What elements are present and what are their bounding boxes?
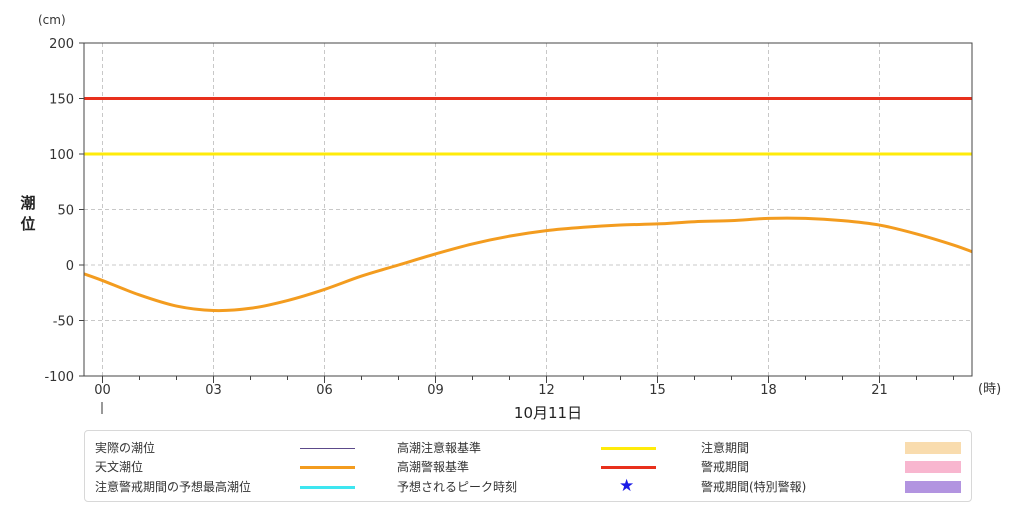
legend-line-swatch bbox=[601, 466, 656, 469]
y-tick-label: 100 bbox=[49, 148, 74, 163]
y-tick-label: -50 bbox=[53, 315, 74, 330]
legend: 実際の潮位天文潮位注意警戒期間の予想最高潮位 高潮注意報基準 高潮警報基準予想される… bbox=[84, 430, 972, 502]
legend-label: 警戒期間(特別警報) bbox=[701, 480, 807, 494]
y-tick-label: 200 bbox=[49, 37, 74, 52]
tide-chart: 200 150 100 50 0 -50 -100 00 03 06 09 12 15 18 21 (cm)… bbox=[20, 13, 1001, 422]
legend-line-swatch bbox=[601, 447, 656, 450]
legend-box-swatch bbox=[905, 442, 961, 454]
legend-line-swatch bbox=[300, 448, 355, 449]
legend-label: 注意期間 bbox=[701, 441, 750, 455]
y-tick-label: 0 bbox=[66, 259, 74, 274]
legend-line-swatch bbox=[300, 486, 355, 489]
x-tick-label: 15 bbox=[649, 383, 666, 398]
y-tick-label: -100 bbox=[44, 370, 74, 385]
y-axis-label-char-2: 位 bbox=[20, 215, 35, 233]
x-tick-label: 06 bbox=[316, 383, 333, 398]
star-icon: ★ bbox=[619, 476, 635, 496]
legend-label: 予想されるピーク時刻 bbox=[397, 480, 518, 494]
series-layer bbox=[83, 216, 973, 313]
x-tick-label: 12 bbox=[538, 383, 555, 398]
legend-label: 高潮注意報基準 bbox=[397, 441, 482, 455]
x-tick-label: 00 bbox=[94, 383, 111, 398]
legend-line-swatch bbox=[300, 466, 355, 469]
y-axis-label-char-1: 潮 bbox=[20, 194, 35, 212]
legend-label: 警戒期間 bbox=[701, 460, 750, 474]
legend-box-swatch bbox=[905, 481, 961, 493]
legend-label: 天文潮位 bbox=[95, 460, 144, 474]
grid-lines bbox=[84, 43, 972, 376]
y-unit-label: (cm) bbox=[38, 13, 66, 27]
y-tick-label: 50 bbox=[57, 204, 74, 219]
date-label: 10月11日 bbox=[514, 404, 582, 422]
axes: 200 150 100 50 0 -50 -100 00 03 06 09 12 15 18 21 bbox=[44, 37, 954, 398]
series-line bbox=[83, 216, 973, 313]
legend-label: 注意警戒期間の予想最高潮位 bbox=[95, 480, 252, 494]
legend-label: 高潮警報基準 bbox=[397, 460, 470, 474]
reference-lines bbox=[84, 97, 972, 156]
legend-box-swatch bbox=[905, 461, 961, 473]
x-tick-label: 21 bbox=[871, 383, 888, 398]
x-tick-label: 03 bbox=[205, 383, 222, 398]
x-tick-label: 09 bbox=[427, 383, 444, 398]
x-unit-label: (時) bbox=[978, 382, 1001, 397]
x-tick-label: 18 bbox=[760, 383, 777, 398]
legend-label: 実際の潮位 bbox=[95, 441, 156, 455]
y-tick-label: 150 bbox=[49, 93, 74, 108]
